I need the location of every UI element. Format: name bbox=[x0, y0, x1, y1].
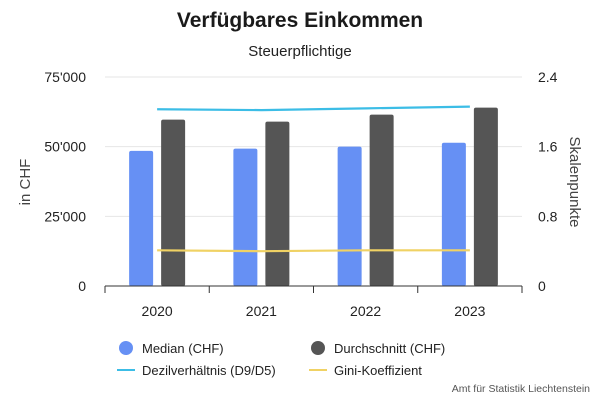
chart-subtitle: Steuerpflichtige bbox=[248, 43, 351, 60]
y-right-tick-label: 0.8 bbox=[538, 208, 558, 224]
bar-durchschnitt bbox=[369, 114, 394, 287]
y-right-axis-title: Skalenpunkte bbox=[566, 137, 583, 228]
x-tick-label: 2022 bbox=[350, 303, 381, 319]
bar-median bbox=[337, 146, 362, 286]
y-left-tick-label: 50'000 bbox=[44, 139, 86, 155]
bar-durchschnitt bbox=[161, 119, 186, 286]
y-right-tick-label: 2.4 bbox=[538, 69, 558, 85]
chart-title: Verfügbares Einkommen bbox=[177, 9, 423, 32]
x-tick-label: 2021 bbox=[246, 303, 277, 319]
legend-label: Durchschnitt (CHF) bbox=[334, 341, 445, 356]
bar-durchschnitt bbox=[473, 107, 498, 286]
legend-label: Gini-Koeffizient bbox=[334, 363, 422, 378]
y-left-tick-label: 75'000 bbox=[44, 69, 86, 85]
y-left-axis-title: in CHF bbox=[17, 159, 34, 206]
y-right-tick-label: 0 bbox=[538, 278, 546, 294]
x-tick-label: 2023 bbox=[454, 303, 485, 319]
y-right-tick-label: 1.6 bbox=[538, 139, 558, 155]
legend-label: Median (CHF) bbox=[142, 341, 224, 356]
y-left-tick-label: 0 bbox=[78, 278, 86, 294]
bars bbox=[129, 107, 498, 287]
credit-text: Amt für Statistik Liechtenstein bbox=[452, 383, 590, 395]
legend-marker bbox=[311, 341, 325, 355]
y-left-tick-label: 25'000 bbox=[44, 208, 86, 224]
lines bbox=[157, 105, 470, 253]
bar-median bbox=[441, 142, 466, 286]
axes: 0 25'000 50'000 75'000 0 0.8 1.6 2.4 2020 2021 202… bbox=[44, 69, 557, 319]
x-tick-label: 2020 bbox=[142, 303, 173, 319]
bar-median bbox=[129, 150, 154, 286]
legend-label: Dezilverhältnis (D9/D5) bbox=[142, 363, 276, 378]
line-series bbox=[157, 105, 470, 112]
legend: Median (CHF) Durchschnitt (CHF) Dezilverhä… bbox=[117, 341, 445, 378]
legend-marker bbox=[119, 341, 133, 355]
line-series bbox=[157, 249, 470, 253]
bar-durchschnitt bbox=[265, 121, 290, 286]
bar-median bbox=[233, 148, 258, 286]
